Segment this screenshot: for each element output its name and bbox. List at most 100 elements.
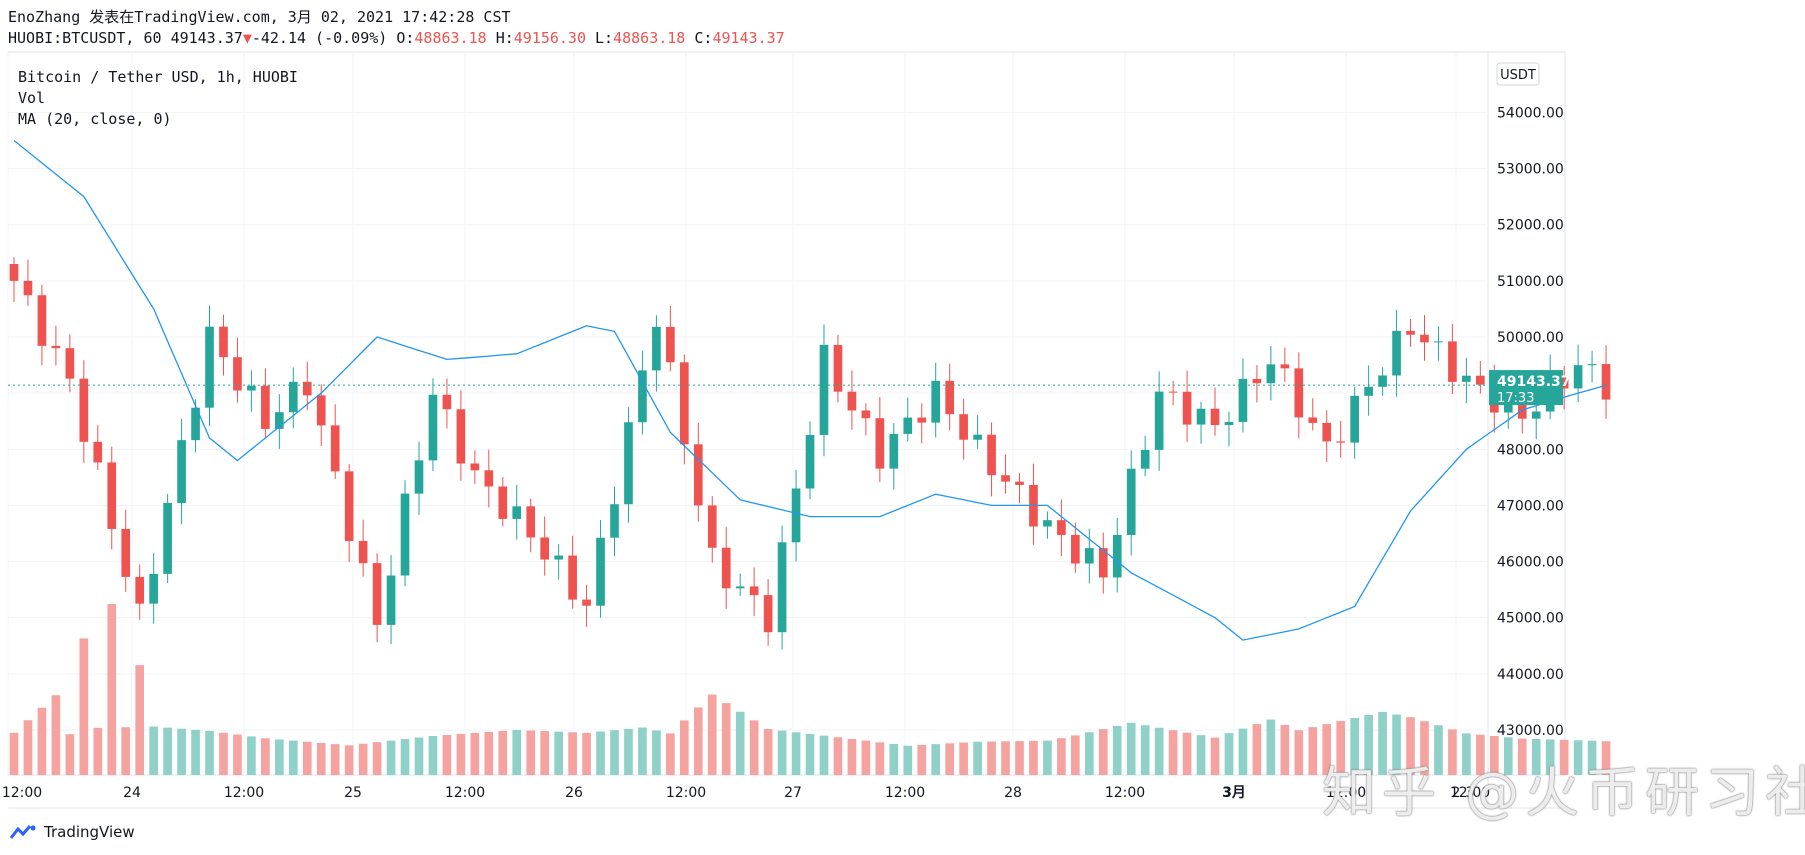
volume-bar: [9, 732, 19, 775]
volume-bar: [1168, 730, 1178, 775]
candle-body: [386, 575, 396, 625]
candle-body: [1196, 408, 1206, 425]
candle-body: [638, 370, 647, 423]
candle-body: [107, 462, 117, 529]
volume-bar: [79, 638, 89, 775]
candle-body: [666, 326, 675, 363]
candle-body: [1224, 421, 1234, 426]
publish-info: EnoZhang 发表在TradingView.com, 3月 02, 2021…: [8, 8, 511, 26]
volume-bar: [554, 731, 563, 775]
volume-bar: [121, 727, 131, 775]
candle-body: [526, 506, 536, 538]
volume-bar: [1489, 735, 1499, 775]
candle-body: [973, 434, 982, 440]
open-value: 48863.18: [414, 29, 487, 47]
chart-frame: [7, 51, 1566, 776]
candle-body: [1280, 364, 1290, 369]
volume-bars: [9, 604, 1611, 775]
candle-body: [428, 394, 438, 461]
volume-bar: [1573, 740, 1583, 775]
volume-bar: [1601, 741, 1611, 775]
volume-bar: [1350, 718, 1359, 775]
volume-bar: [65, 734, 75, 775]
legend-vol[interactable]: Vol: [18, 89, 46, 107]
volume-bar: [749, 720, 759, 775]
candle-body: [1084, 548, 1094, 564]
x-tick-label: 26: [565, 785, 583, 801]
volume-bar: [400, 739, 410, 775]
candle-body: [247, 385, 256, 391]
volume-bar: [358, 743, 368, 775]
candle-body: [51, 345, 61, 349]
x-tick-label: 3: [1466, 785, 1475, 801]
candle-body: [1308, 417, 1318, 423]
watermark: 知乎 @火币研习社: [1322, 761, 1805, 824]
candle-body: [1378, 375, 1387, 387]
volume-bar: [442, 734, 452, 775]
volume-bar: [1392, 714, 1401, 775]
candle-body: [735, 586, 745, 589]
y-tick-label: 45000.00: [1497, 611, 1564, 627]
volume-bar: [247, 736, 256, 775]
candle-body: [1601, 364, 1611, 400]
ohlc-header: HUOBI:BTCUSDT, 60 49143.37▼-42.14 (-0.09…: [8, 29, 785, 47]
candle-body: [163, 502, 172, 574]
legend-ma[interactable]: MA (20, close, 0): [18, 110, 172, 128]
candle-body: [1531, 411, 1541, 419]
candle-body: [37, 295, 47, 346]
volume-bar: [763, 729, 773, 775]
volume-bar: [498, 730, 508, 775]
ma-20-line: [13, 139, 1607, 641]
currency-box: [1496, 62, 1540, 86]
volume-bar: [610, 730, 619, 775]
volume-bar: [1448, 729, 1457, 775]
candle-body: [1392, 330, 1401, 376]
candle-body: [1210, 408, 1220, 426]
volume-bar: [344, 745, 354, 775]
volume-bar: [177, 728, 186, 775]
candle-body: [400, 493, 410, 576]
volume-bar: [791, 732, 801, 775]
volume-bar: [1462, 733, 1471, 775]
volume-bar: [1503, 737, 1513, 775]
x-tick-label: 27: [784, 785, 802, 801]
x-tick-label: 25: [344, 785, 362, 801]
volume-bar: [1252, 724, 1262, 775]
volume-bar: [93, 727, 103, 775]
y-tick-label: 44000.00: [1497, 667, 1564, 683]
candle-body: [931, 380, 941, 423]
volume-bar: [861, 740, 871, 775]
volume-bar: [1294, 730, 1304, 775]
candle-body: [1462, 375, 1471, 382]
candle-body: [93, 441, 103, 463]
candle-body: [707, 505, 717, 548]
volume-bar: [973, 741, 982, 775]
candle-body: [261, 385, 270, 429]
candle-body: [917, 417, 927, 423]
volume-bar: [1140, 725, 1150, 775]
volume-bar: [987, 741, 996, 775]
volume-bar: [582, 732, 591, 775]
candle-body: [316, 395, 326, 426]
y-tick-label: 51000.00: [1497, 274, 1564, 290]
volume-bar: [191, 729, 200, 775]
volume-bar: [1476, 734, 1485, 775]
tradingview-logo[interactable]: TradingView: [10, 823, 135, 841]
volume-bar: [680, 720, 689, 775]
candle-body: [945, 380, 954, 415]
y-tick-label: 46000.00: [1497, 555, 1564, 571]
candle-body: [1364, 386, 1373, 396]
candle-body: [512, 506, 522, 519]
symbol-label[interactable]: HUOBI:BTCUSDT, 60: [8, 29, 162, 47]
volume-bar: [1001, 741, 1010, 775]
candle-body: [23, 280, 33, 296]
volume-bar: [51, 695, 61, 775]
ma-line: [13, 139, 1607, 641]
candle-body: [624, 422, 633, 505]
candle-body: [344, 471, 354, 541]
volume-bar: [526, 730, 536, 775]
volume-bar: [1154, 727, 1164, 775]
candle-body: [456, 409, 466, 464]
candle-body: [1126, 468, 1136, 536]
